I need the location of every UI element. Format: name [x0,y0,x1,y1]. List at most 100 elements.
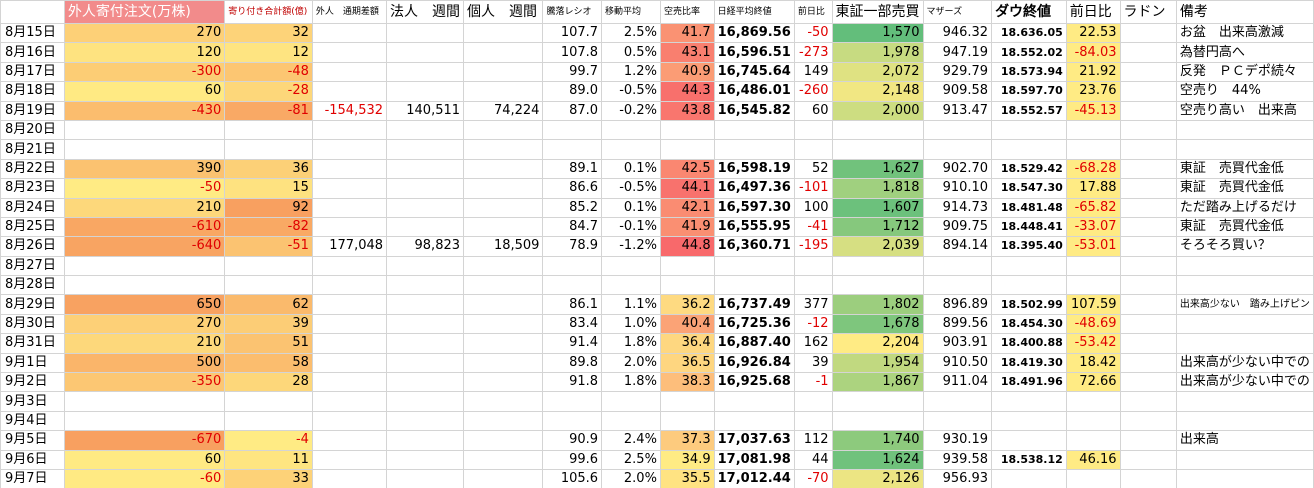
date-cell: 8月16日 [0,42,65,63]
value-cell [311,61,388,83]
value-cell [463,372,544,393]
value-cell: -81 [224,100,313,121]
value-cell: 58 [224,352,313,374]
header-cell: 騰落レシオ [542,0,603,24]
value-cell [463,449,544,470]
value-cell: 11 [224,449,313,470]
value-cell: 2,126 [831,468,924,488]
value-cell [311,391,388,412]
value-cell: 18.502.99 [991,294,1067,315]
header-cell: 法人 週間 [386,0,465,24]
value-cell [793,391,833,412]
value-cell [311,430,388,451]
value-cell [386,158,465,180]
value-cell: 16,596.51 [713,42,795,63]
value-cell [386,430,465,451]
value-cell: -0.5% [601,81,661,102]
value-cell: 16,598.19 [713,158,795,180]
value-cell: 74,224 [463,100,544,121]
value-cell [386,313,465,335]
value-cell [463,61,544,83]
date-cell: 8月23日 [0,178,65,199]
value-cell [386,61,465,83]
value-cell: -195 [793,236,833,257]
value-cell [63,255,226,277]
value-cell: 16,555.95 [713,216,795,238]
value-cell: 0.5% [601,42,661,63]
value-cell: 2.0% [601,352,661,374]
value-cell: 1,954 [831,352,924,374]
value-cell [991,255,1067,277]
date-cell: 8月17日 [0,61,65,83]
value-cell: 1,978 [831,42,924,63]
value-cell: 17,012.44 [713,468,795,488]
value-cell [1065,468,1121,488]
value-cell: 899.56 [922,313,993,335]
value-cell: -1.2% [601,236,661,257]
value-cell [601,391,661,412]
value-cell [311,81,388,102]
value-cell: 87.0 [542,100,603,121]
value-cell [463,275,544,296]
note-cell: そろそろ買い？ [1175,236,1314,257]
table-row: 8月27日 [0,255,1314,277]
value-cell: 86.6 [542,178,603,199]
value-cell [713,410,795,432]
note-cell [1175,119,1314,141]
note-cell [1175,391,1314,412]
value-cell: 910.10 [922,178,993,199]
note-cell [1175,449,1314,470]
value-cell: 177,048 [311,236,388,257]
value-cell [463,139,544,160]
value-cell [1119,313,1177,335]
note-cell [1175,313,1314,335]
value-cell [1119,391,1177,412]
value-cell [463,178,544,199]
value-cell [463,119,544,141]
value-cell [1119,255,1177,277]
value-cell [793,139,833,160]
value-cell: 913.47 [922,100,993,121]
value-cell [1065,391,1121,412]
value-cell [386,178,465,199]
value-cell: -28 [224,81,313,102]
value-cell: 18.547.30 [991,178,1067,199]
value-cell: -0.2% [601,100,661,121]
value-cell: 1,570 [831,22,924,44]
value-cell: 28 [224,372,313,393]
value-cell: -350 [63,372,226,393]
value-cell [831,410,924,432]
value-cell [1119,430,1177,451]
date-cell: 9月3日 [0,391,65,412]
date-cell: 8月21日 [0,139,65,160]
value-cell [463,255,544,277]
value-cell [63,119,226,141]
table-row: 9月3日 [0,391,1314,412]
value-cell: 140,511 [386,100,465,121]
value-cell [311,178,388,199]
value-cell: 44.8 [659,236,715,257]
value-cell [922,410,993,432]
value-cell [463,410,544,432]
value-cell: 112 [793,430,833,451]
value-cell: -48.69 [1065,313,1121,335]
value-cell: 41.7 [659,22,715,44]
table-row: 8月18日 60 -28 89.0 -0.5% 44.3 16,486.01 -260 2,14… [0,81,1314,102]
value-cell: -610 [63,216,226,238]
value-cell: 18.481.48 [991,197,1067,218]
value-cell [311,313,388,335]
value-cell: 36 [224,158,313,180]
value-cell [793,255,833,277]
value-cell [386,410,465,432]
value-cell: 1.8% [601,372,661,393]
header-cell: ダウ終値 [991,0,1067,24]
table-row: 8月21日 [0,139,1314,160]
value-cell [542,119,603,141]
value-cell: -4 [224,430,313,451]
value-cell [713,119,795,141]
value-cell: 120 [63,42,226,63]
header-cell: マザーズ [922,0,993,24]
value-cell: 42.5 [659,158,715,180]
value-cell [1119,42,1177,63]
value-cell [386,197,465,218]
